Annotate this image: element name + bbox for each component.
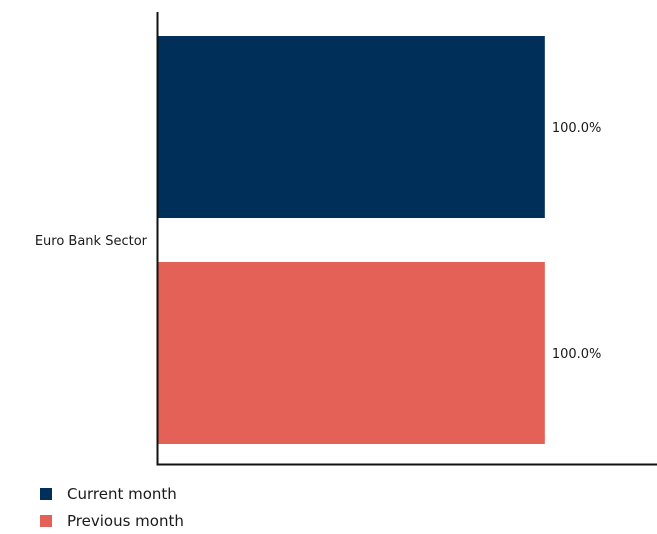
data-label-previous-month: 100.0% xyxy=(552,347,602,362)
category-label: Euro Bank Sector xyxy=(35,234,148,249)
legend: Current month Previous month xyxy=(40,480,184,534)
category-labels-group: Euro Bank Sector xyxy=(35,234,148,249)
bars-group xyxy=(158,36,545,444)
legend-label-previous-month: Previous month xyxy=(67,511,184,530)
bar-previous-month xyxy=(158,262,545,444)
legend-label-current-month: Current month xyxy=(67,484,177,503)
legend-swatch-previous-month xyxy=(40,514,52,527)
legend-item-previous-month: Previous month xyxy=(40,507,184,534)
chart-svg: 100.0% 100.0% Euro Bank Sector xyxy=(35,12,657,466)
data-label-current-month: 100.0% xyxy=(552,121,602,136)
legend-item-current-month: Current month xyxy=(40,480,184,507)
data-labels-group: 100.0% 100.0% xyxy=(552,121,602,362)
legend-swatch-current-month xyxy=(40,487,52,500)
bar-current-month xyxy=(158,36,545,218)
